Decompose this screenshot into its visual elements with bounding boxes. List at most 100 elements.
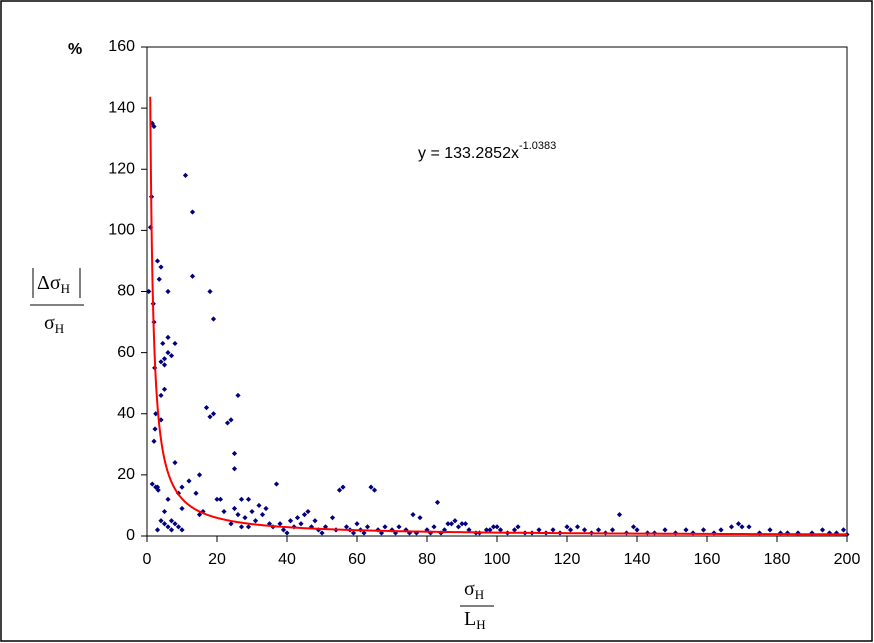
- unit-label: %: [68, 41, 82, 58]
- point: [595, 527, 602, 533]
- trendline: [149, 96, 848, 536]
- point: [630, 524, 637, 530]
- point: [784, 530, 791, 536]
- point: [700, 527, 707, 533]
- point: [361, 530, 367, 536]
- x-label-num: σ: [464, 578, 475, 600]
- point: [256, 502, 262, 509]
- point: [165, 350, 171, 356]
- point: [179, 505, 185, 512]
- x-tick-label: 80: [418, 551, 436, 568]
- point: [567, 527, 574, 533]
- y-tick-label: 160: [108, 38, 135, 55]
- point: [235, 392, 241, 399]
- point: [662, 527, 668, 533]
- point: [245, 496, 252, 502]
- point: [189, 209, 196, 215]
- point: [396, 524, 402, 530]
- point: [840, 527, 847, 533]
- y-tick-label: 40: [117, 405, 135, 422]
- equation-exponent: -1.0383: [519, 140, 556, 152]
- point: [182, 172, 189, 178]
- x-tick-label: 0: [143, 551, 152, 568]
- point: [819, 527, 826, 533]
- point: [497, 527, 504, 533]
- point: [273, 481, 280, 487]
- point: [350, 530, 357, 536]
- point: [228, 521, 234, 527]
- point: [231, 466, 238, 472]
- point: [826, 530, 833, 536]
- point: [581, 527, 588, 533]
- point: [154, 484, 161, 490]
- point: [217, 496, 224, 502]
- point: [609, 527, 616, 533]
- point: [298, 521, 304, 527]
- point: [833, 530, 840, 536]
- x-label-den-sub: H: [476, 617, 485, 632]
- point: [417, 515, 423, 521]
- y-tick-label: 80: [117, 283, 135, 300]
- point: [371, 487, 378, 493]
- point: [172, 460, 178, 466]
- point: [168, 353, 175, 359]
- point: [536, 527, 542, 533]
- point: [172, 521, 178, 527]
- point: [228, 417, 234, 423]
- point: [616, 512, 623, 518]
- point: [795, 530, 801, 536]
- point: [189, 273, 196, 279]
- point: [161, 508, 168, 515]
- point: [511, 527, 518, 533]
- point: [340, 484, 346, 490]
- equation-base: y = 133.2852x: [418, 145, 519, 162]
- point: [494, 524, 500, 530]
- point: [231, 505, 238, 512]
- point: [196, 512, 203, 518]
- point: [161, 521, 168, 527]
- x-tick-label: 20: [208, 551, 226, 568]
- point: [315, 527, 322, 533]
- point: [149, 481, 155, 487]
- point: [165, 496, 171, 502]
- point: [448, 521, 455, 527]
- point: [574, 524, 581, 530]
- point: [515, 524, 521, 530]
- y-tick-label: 120: [108, 160, 135, 177]
- y-label-num-sub: H: [61, 281, 70, 296]
- point: [284, 530, 290, 536]
- point: [634, 527, 640, 533]
- point: [445, 521, 451, 527]
- point: [259, 512, 266, 518]
- point: [165, 334, 171, 340]
- point: [168, 527, 175, 533]
- point: [287, 518, 294, 524]
- point: [149, 120, 155, 127]
- point: [186, 478, 192, 484]
- point: [168, 518, 175, 524]
- x-label-den: L: [464, 608, 476, 630]
- point: [179, 527, 185, 533]
- point: [172, 340, 178, 347]
- y-tick-label: 60: [117, 344, 135, 361]
- point: [158, 392, 164, 399]
- point: [221, 508, 227, 515]
- point: [151, 123, 157, 130]
- point: [158, 359, 164, 365]
- y-tick-label: 0: [126, 527, 135, 544]
- y-tick-label: 100: [108, 222, 135, 239]
- point: [235, 512, 241, 518]
- point: [382, 524, 388, 530]
- point: [735, 521, 742, 527]
- point: [483, 527, 490, 533]
- point: [158, 417, 164, 423]
- point: [158, 264, 164, 270]
- point: [301, 512, 308, 518]
- point: [242, 515, 248, 521]
- point: [550, 527, 556, 533]
- point: [844, 531, 850, 538]
- x-tick-label: 200: [834, 551, 861, 568]
- point: [207, 414, 213, 420]
